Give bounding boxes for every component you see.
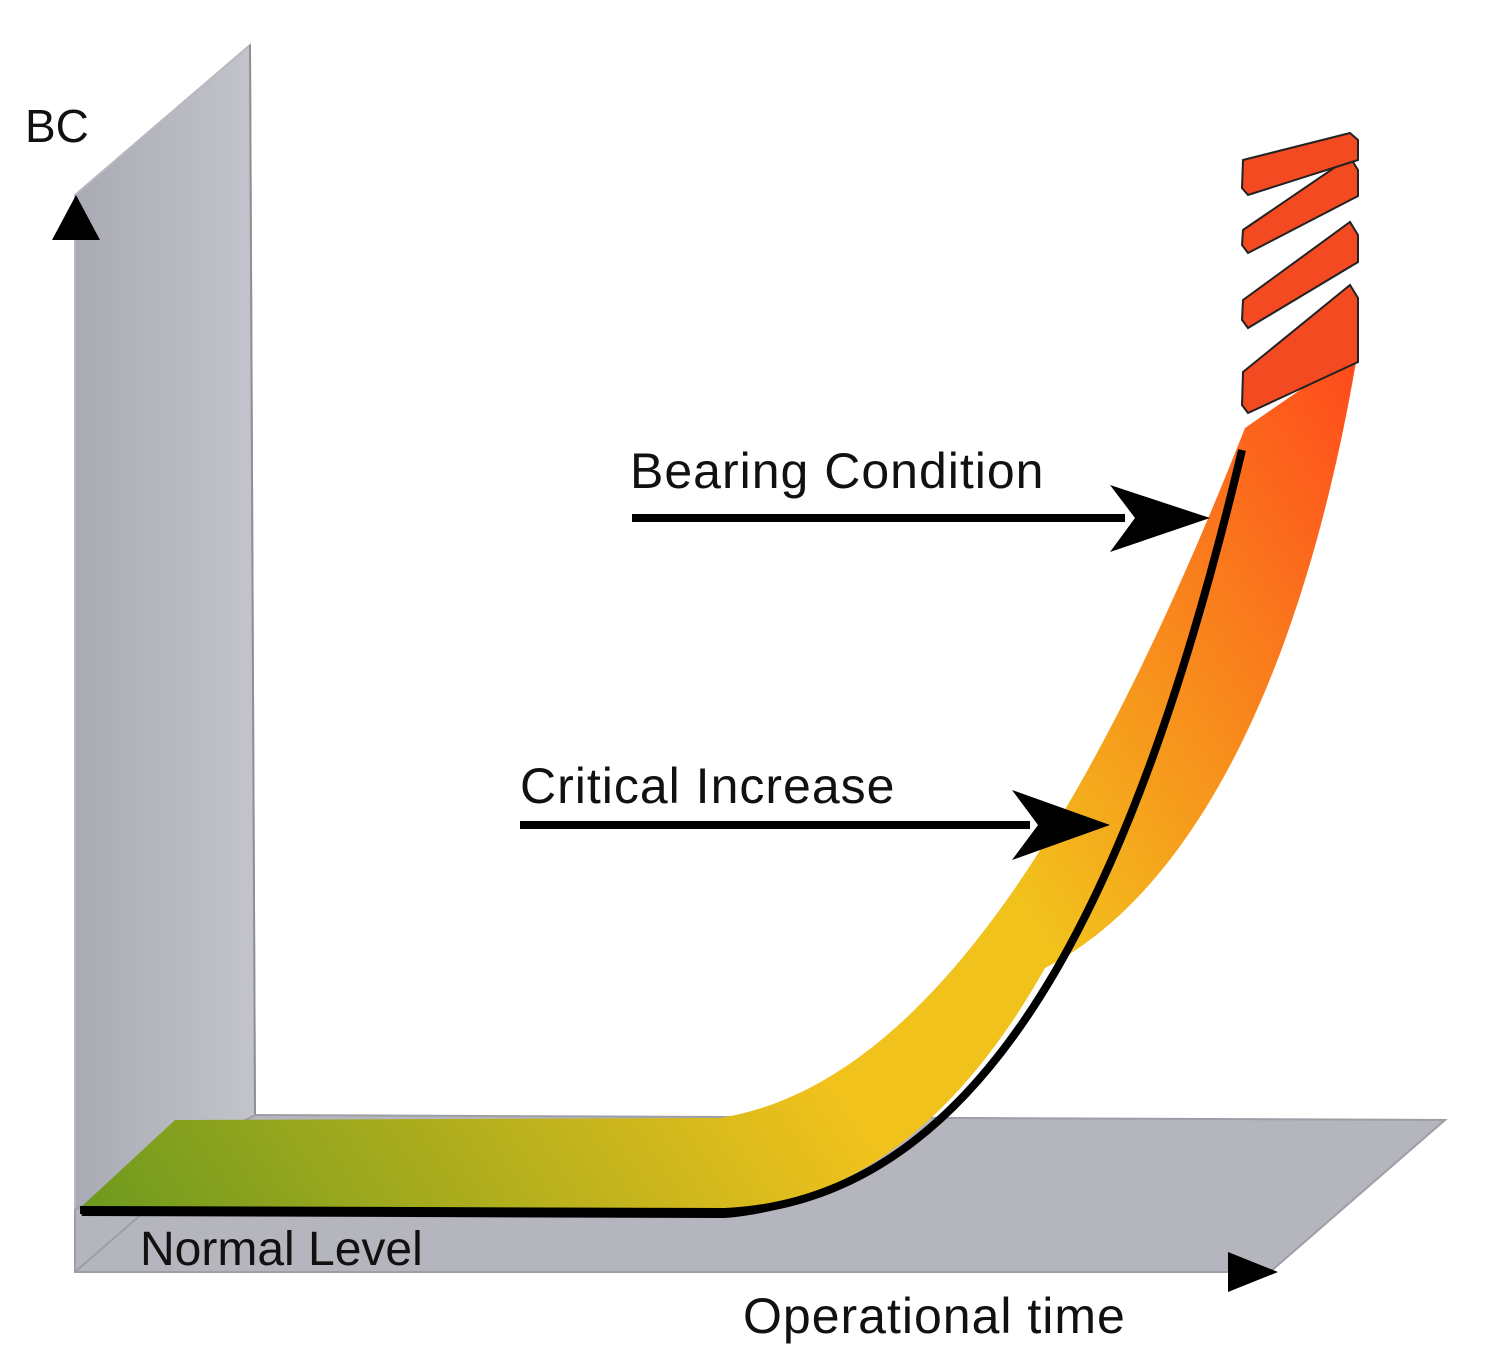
failure-segments <box>1240 131 1359 415</box>
y-axis-label: BC <box>25 100 89 152</box>
failure-segment-2 <box>1240 220 1359 330</box>
back-wall-edge <box>249 44 256 1116</box>
critical-increase-label: Critical Increase <box>520 758 895 814</box>
x-axis-arrow-icon <box>1228 1252 1278 1292</box>
failure-segment-4 <box>1240 131 1359 197</box>
y-axis-arrow-icon <box>52 195 100 240</box>
bearing-condition-label: Bearing Condition <box>630 443 1045 499</box>
x-axis-label: Operational time <box>743 1288 1126 1344</box>
failure-segment-1 <box>1240 283 1359 415</box>
condition-band <box>80 350 1358 1210</box>
normal-level-label: Normal Level <box>140 1223 423 1276</box>
back-wall-plane <box>74 42 257 1273</box>
condition-band-front-edge <box>79 449 1246 1217</box>
bearing-condition-arrowhead-icon <box>1110 485 1210 552</box>
critical-increase-arrow <box>520 790 1110 860</box>
critical-increase-arrowhead-icon <box>1012 790 1110 860</box>
bearing-condition-arrow <box>632 485 1210 552</box>
